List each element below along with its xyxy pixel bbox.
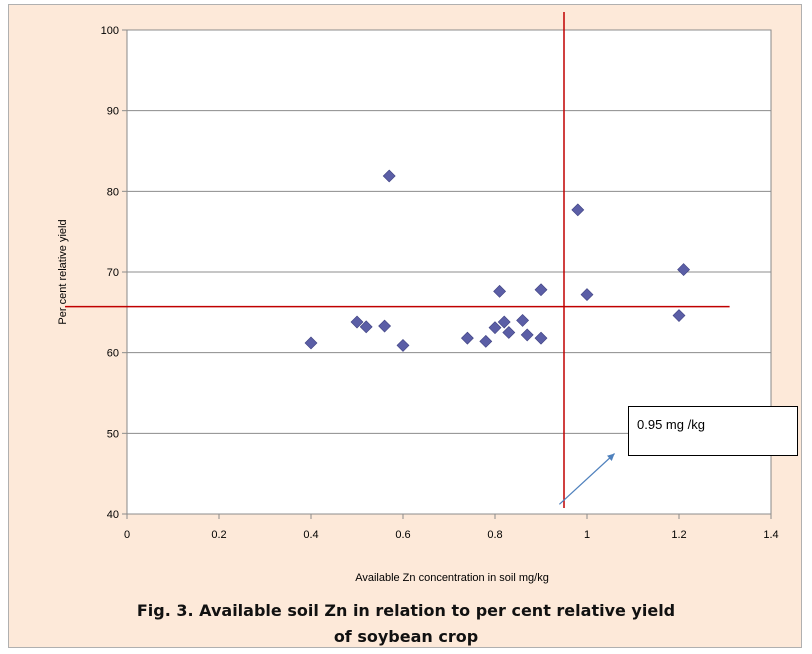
y-tick-label: 100 <box>101 25 119 37</box>
data-point <box>304 336 318 350</box>
x-tick-label: 0 <box>124 529 130 541</box>
x-tick-label: 1.4 <box>763 529 778 541</box>
data-point <box>479 334 493 348</box>
data-point <box>460 331 474 345</box>
x-tick-label: 0.2 <box>211 529 226 541</box>
y-tick-label: 50 <box>107 428 119 440</box>
annotation-arrow-line <box>558 453 616 505</box>
data-point <box>534 331 548 345</box>
data-point <box>520 328 534 342</box>
y-tick-label: 40 <box>107 509 119 521</box>
data-point <box>672 309 686 322</box>
y-tick-label: 70 <box>107 267 119 279</box>
x-tick-label: 0.4 <box>303 529 318 541</box>
data-point <box>497 315 511 329</box>
y-axis-ticks: 40 50 60 70 80 90 100 <box>101 25 127 521</box>
y-tick-label: 90 <box>107 106 119 118</box>
x-axis-ticks: 0 0.2 0.4 0.6 0.8 1 1.2 1.4 <box>124 514 779 541</box>
x-tick-label: 1 <box>584 529 590 541</box>
data-point <box>396 338 410 352</box>
data-point <box>571 203 585 217</box>
data-point <box>534 283 548 297</box>
figure-caption-line2: of soybean crop <box>333 627 479 646</box>
figure-caption-line1: Fig. 3. Available soil Zn in relation to… <box>136 601 676 620</box>
reference-lines <box>65 12 730 508</box>
y-tick-label: 60 <box>107 348 119 360</box>
data-point <box>378 319 392 333</box>
data-point <box>502 326 516 339</box>
data-point <box>350 315 364 329</box>
data-point <box>493 284 507 298</box>
y-axis-label: Per cent relative yield <box>57 219 69 324</box>
data-point <box>359 320 373 334</box>
data-point <box>677 263 691 277</box>
x-axis-label: Available Zn concentration in soil mg/kg <box>355 572 549 584</box>
data-point <box>516 313 530 327</box>
y-tick-label: 80 <box>107 186 119 198</box>
x-tick-label: 1.2 <box>671 529 686 541</box>
data-point <box>580 288 594 302</box>
x-tick-label: 0.8 <box>487 529 502 541</box>
gridlines <box>127 29 771 515</box>
threshold-callout: 0.95 mg /kg <box>628 406 798 456</box>
x-tick-label: 0.6 <box>395 529 410 541</box>
annotation-arrow <box>558 453 616 505</box>
data-point <box>488 321 502 335</box>
data-points <box>304 169 691 352</box>
data-point <box>382 169 396 183</box>
